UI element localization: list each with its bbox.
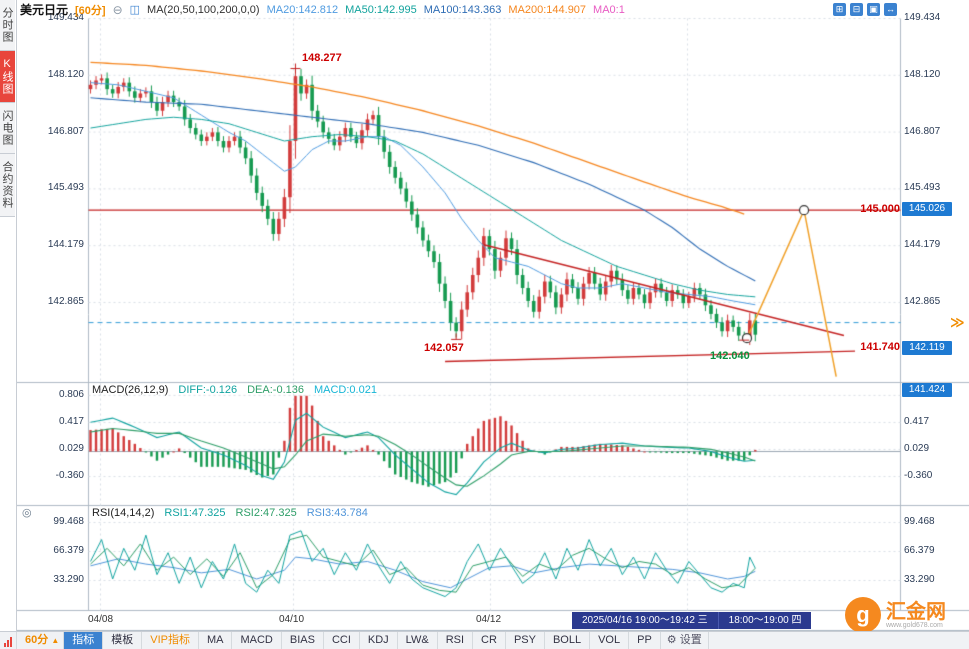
logo-icon: g bbox=[845, 597, 881, 633]
price-tick-left: 149.434 bbox=[47, 12, 84, 23]
macd-tick-right: -0.360 bbox=[904, 470, 933, 482]
toolbar-item-RSI[interactable]: RSI bbox=[438, 632, 474, 649]
toolbar-item-PP[interactable]: PP bbox=[629, 632, 661, 649]
price-badge: 141.424 bbox=[902, 383, 952, 397]
peak-annotation: 148.277 bbox=[302, 52, 342, 64]
zoom-controls: ⊞ ⊟ ▣ ↔ bbox=[833, 3, 897, 16]
price-tick-right: 145.493 bbox=[904, 182, 941, 194]
rsi-tick-left: 33.290 bbox=[53, 574, 84, 585]
left-sidebar: 分时图 K线图 闪电图 合约资料 bbox=[0, 0, 17, 649]
level-label: 145.000 bbox=[860, 203, 900, 215]
toolbar-settings-button[interactable]: ⚙ 设置 bbox=[661, 632, 709, 649]
toolbar-item-LW&[interactable]: LW& bbox=[398, 632, 438, 649]
price-tick-right: 149.434 bbox=[904, 12, 941, 23]
macd-hist-value: MACD:0.021 bbox=[313, 384, 377, 396]
zoom-icon-2[interactable]: ▣ bbox=[867, 3, 880, 16]
macd-tick-left: 0.029 bbox=[58, 442, 84, 454]
zoom-icon-1[interactable]: ⊟ bbox=[850, 3, 863, 16]
time-axis: 2025/04/16 19:00～19:42 三 18:00～19:00 四 0… bbox=[0, 612, 969, 630]
toolbar-item-指标[interactable]: 指标 bbox=[64, 632, 104, 649]
price-tick-left: 142.865 bbox=[47, 295, 84, 307]
macd-tick-right: 0.029 bbox=[904, 442, 930, 454]
toolbar-item-PSY[interactable]: PSY bbox=[506, 632, 545, 649]
rsi-tick-right: 66.379 bbox=[904, 545, 935, 556]
toolbar-item-CR[interactable]: CR bbox=[473, 632, 506, 649]
toolbar-item-MA[interactable]: MA bbox=[199, 632, 233, 649]
projection-low-annotation: 142.040 bbox=[710, 350, 750, 362]
rsi-panel-header: RSI(14,14,2) RSI1:47.325 RSI2:47.325 RSI… bbox=[92, 507, 368, 519]
macd-tick-right: 0.417 bbox=[904, 415, 930, 427]
logo-text: 汇金网 bbox=[886, 600, 946, 623]
time-tick-label: 04/08 bbox=[88, 614, 114, 625]
ma20-value: MA20:142.812 bbox=[266, 3, 339, 16]
ma-params-label: MA(20,50,100,200,0,0) bbox=[147, 3, 260, 16]
ma0-value: MA0:1 bbox=[593, 3, 625, 16]
rsi2-value: RSI2:47.325 bbox=[235, 507, 297, 519]
toolbar-item-CCI[interactable]: CCI bbox=[324, 632, 360, 649]
brand-logo: g 汇金网 www.gold678.com bbox=[845, 597, 946, 633]
macd-title: MACD(26,12,9) bbox=[92, 384, 169, 396]
signal-icon bbox=[0, 632, 17, 649]
macd-panel-header: MACD(26,12,9) DIFF:-0.126 DEA:-0.136 MAC… bbox=[92, 384, 377, 396]
macd-tick-left: -0.360 bbox=[55, 470, 84, 482]
toolbar-item-模板[interactable]: 模板 bbox=[103, 632, 143, 649]
toolbar-period-selector[interactable]: 60分 ▲ bbox=[17, 632, 65, 649]
price-tick-right: 144.179 bbox=[904, 239, 941, 251]
rsi-tick-right: 33.290 bbox=[904, 574, 935, 585]
rsi-tick-left: 99.468 bbox=[53, 516, 84, 527]
ma100-value: MA100:143.363 bbox=[423, 3, 502, 16]
zoom-icon-0[interactable]: ⊞ bbox=[833, 3, 846, 16]
price-tick-left: 144.179 bbox=[47, 239, 84, 251]
toolbar-item-MACD[interactable]: MACD bbox=[232, 632, 282, 649]
time-range-next: 18:00～19:00 四 bbox=[717, 612, 812, 629]
macd-tick-left: 0.417 bbox=[58, 415, 84, 427]
toolbar-item-BOLL[interactable]: BOLL bbox=[545, 632, 591, 649]
rsi-tick-left: 66.379 bbox=[53, 545, 84, 556]
time-range-current: 2025/04/16 19:00～19:42 三 bbox=[572, 612, 718, 629]
level-label: 141.740 bbox=[860, 341, 900, 353]
symbol-title: 美元日元 bbox=[20, 3, 69, 17]
rsi1-value: RSI1:47.325 bbox=[164, 507, 226, 519]
sidebar-tab-3[interactable]: 合约资料 bbox=[0, 154, 15, 217]
rsi-tick-right: 99.468 bbox=[904, 516, 935, 527]
sidebar-tab-0[interactable]: 分时图 bbox=[0, 0, 15, 51]
zoom-icon-3[interactable]: ↔ bbox=[884, 3, 897, 16]
macd-tick-left: 0.806 bbox=[58, 388, 84, 400]
price-tick-left: 145.493 bbox=[47, 182, 84, 194]
ma50-value: MA50:142.995 bbox=[345, 3, 417, 16]
rsi3-value: RSI3:43.784 bbox=[306, 507, 368, 519]
collapse-icon[interactable]: ⊖ bbox=[112, 2, 123, 17]
chart-header: 美元日元 [60分] ⊖ ◫ MA(20,50,100,200,0,0) MA2… bbox=[20, 1, 625, 18]
rsi-title: RSI(14,14,2) bbox=[92, 507, 155, 519]
bottom-toolbar: 60分 ▲ 指标 模板 VIP指标 MA MACD BIAS CCI KDJ LW& RSI CR P… bbox=[0, 631, 969, 649]
toolbar-item-KDJ[interactable]: KDJ bbox=[360, 632, 398, 649]
toolbar-item-VOL[interactable]: VOL bbox=[590, 632, 630, 649]
sidebar-tab-2[interactable]: 闪电图 bbox=[0, 103, 15, 154]
price-tick-left: 148.120 bbox=[47, 68, 84, 80]
price-tick-left: 146.807 bbox=[47, 125, 84, 137]
price-marker-arrow-icon[interactable]: ≫ bbox=[950, 314, 965, 330]
sidebar-tab-1[interactable]: K线图 bbox=[0, 51, 15, 103]
period-label[interactable]: [60分] bbox=[75, 4, 106, 17]
price-badge: 142.119 bbox=[902, 341, 952, 355]
price-badge: 145.026 bbox=[902, 202, 952, 216]
price-tick-right: 148.120 bbox=[904, 68, 941, 80]
indicator-settings-icon[interactable]: ◎ bbox=[22, 507, 32, 519]
time-range-box: 2025/04/16 19:00～19:42 三 18:00～19:00 四 bbox=[572, 612, 812, 629]
time-tick-label: 04/10 bbox=[279, 614, 305, 625]
ma200-value: MA200:144.907 bbox=[508, 3, 587, 16]
low-annotation: 142.057 bbox=[424, 342, 464, 354]
toolbar-item-VIP指标[interactable]: VIP指标 bbox=[142, 632, 199, 649]
time-tick-label: 04/12 bbox=[476, 614, 502, 625]
logo-url: www.gold678.com bbox=[886, 621, 943, 629]
macd-dea-value: DEA:-0.136 bbox=[247, 384, 304, 396]
price-tick-right: 142.865 bbox=[904, 295, 941, 307]
price-tick-right: 146.807 bbox=[904, 125, 941, 137]
candle-style-icon[interactable]: ◫ bbox=[129, 4, 141, 16]
macd-diff-value: DIFF:-0.126 bbox=[178, 384, 238, 396]
toolbar-item-BIAS[interactable]: BIAS bbox=[282, 632, 324, 649]
